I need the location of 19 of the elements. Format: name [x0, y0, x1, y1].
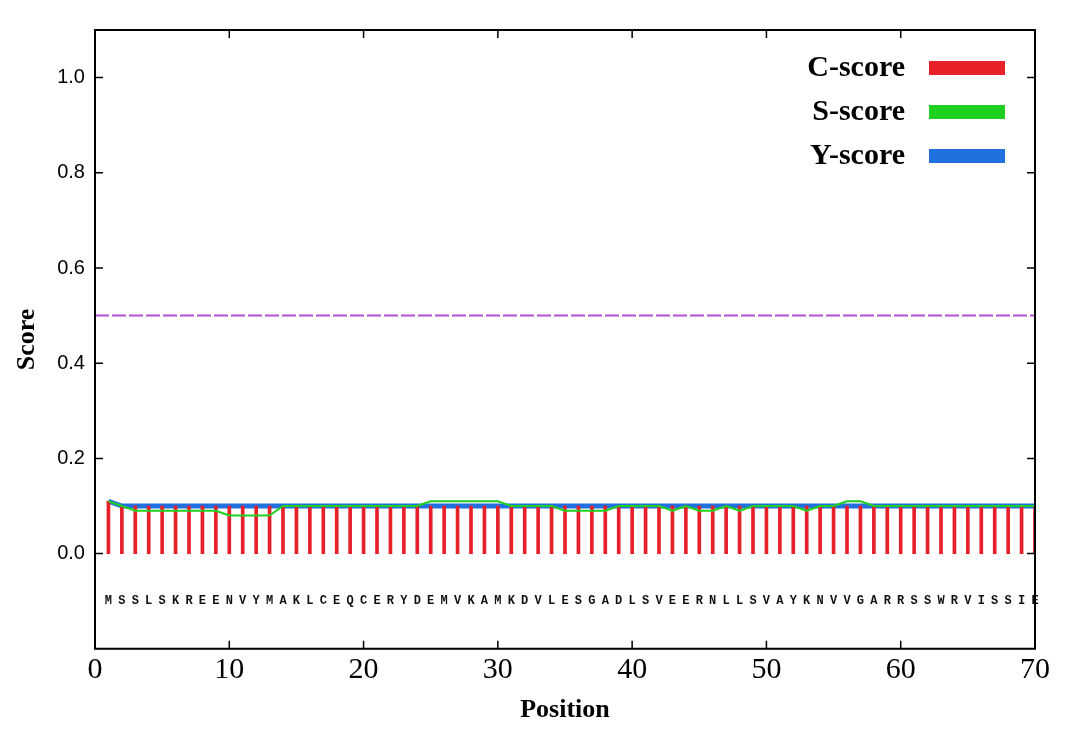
y-tick-label: 0.0 [57, 541, 85, 564]
y-axis-title: Score [11, 308, 41, 371]
x-axis-title: Position [520, 694, 611, 724]
y-tick-label: 1.0 [57, 65, 85, 88]
y-tick-label: 0.2 [57, 445, 85, 468]
y-tick-label: 0.6 [57, 255, 85, 278]
y-tick-label: 0.8 [57, 160, 85, 183]
x-tick-label: 20 [348, 650, 379, 684]
legend-label: C-score [807, 48, 905, 82]
legend-label: S-score [812, 92, 905, 126]
x-tick-label: 60 [885, 650, 916, 684]
x-tick-label: 30 [482, 650, 513, 684]
x-tick-label: 50 [751, 650, 782, 684]
x-tick-label: 70 [1020, 650, 1050, 684]
x-tick-label: 0 [87, 650, 103, 684]
x-tick-label: 10 [214, 650, 245, 684]
x-tick-label: 40 [617, 650, 648, 684]
legend-label: Y-score [810, 136, 905, 170]
y-tick-label: 0.4 [57, 350, 85, 373]
